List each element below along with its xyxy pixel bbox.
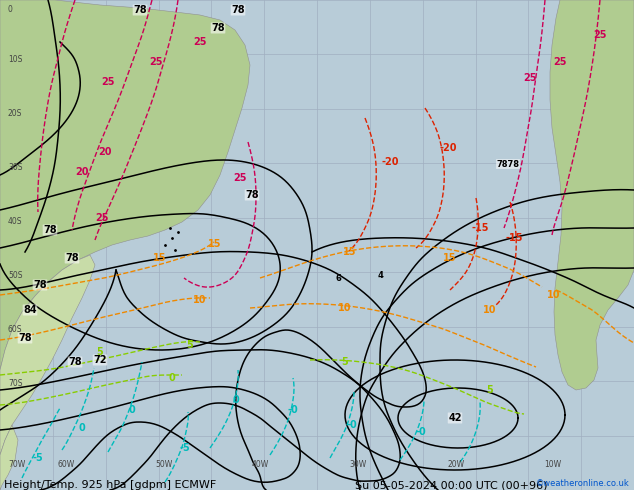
Text: 78: 78 [245,190,259,200]
Text: 15: 15 [343,247,357,257]
Text: 20W: 20W [447,460,464,469]
Text: 78: 78 [65,253,79,263]
Text: 78: 78 [231,5,245,15]
Text: 5: 5 [487,385,493,395]
Text: 0: 0 [233,395,240,405]
Text: 40W: 40W [252,460,269,469]
Text: 25: 25 [233,173,247,183]
Text: 4: 4 [377,270,383,279]
Text: 20: 20 [98,147,112,157]
Text: 30W: 30W [349,460,366,469]
Text: -20: -20 [439,143,456,153]
Text: 25: 25 [101,77,115,87]
Text: 25: 25 [523,73,537,83]
Polygon shape [0,425,18,490]
Text: 25: 25 [193,37,207,47]
Text: 42: 42 [448,413,462,423]
Text: 5: 5 [342,357,348,367]
Text: 78: 78 [68,357,82,367]
Text: -15: -15 [505,233,523,243]
Text: -15: -15 [471,223,489,233]
Text: 5: 5 [186,340,193,350]
Text: 20S: 20S [8,109,22,118]
Text: -0: -0 [288,405,299,415]
Text: -0: -0 [416,427,427,437]
Text: 10: 10 [339,303,352,313]
Text: 25: 25 [95,213,109,223]
Text: 50S: 50S [8,271,22,280]
Text: ©weatheronline.co.uk: ©weatheronline.co.uk [536,479,630,488]
Polygon shape [0,255,95,455]
Text: 25: 25 [593,30,607,40]
Text: 7878: 7878 [496,160,519,169]
Text: 25: 25 [553,57,567,67]
Text: 0: 0 [169,373,176,383]
Text: 78: 78 [43,225,57,235]
Text: 50W: 50W [155,460,172,469]
Text: -20: -20 [381,157,399,167]
Text: -5: -5 [32,453,43,463]
Polygon shape [550,0,634,390]
Text: 60S: 60S [8,325,22,334]
Text: 15: 15 [153,253,167,263]
Text: 10: 10 [483,305,497,315]
Text: 78: 78 [211,23,225,33]
Text: -0: -0 [347,420,358,430]
Text: Height/Temp. 925 hPa [gdpm] ECMWF: Height/Temp. 925 hPa [gdpm] ECMWF [4,480,216,490]
Text: 84: 84 [23,305,37,315]
Text: 25: 25 [149,57,163,67]
Text: 0: 0 [79,423,86,433]
Text: 15: 15 [208,239,222,249]
Text: 5: 5 [96,347,103,357]
Text: -5: -5 [179,443,190,453]
Text: 0: 0 [129,405,136,415]
Polygon shape [0,0,250,370]
Text: 6: 6 [335,273,341,283]
Text: 78: 78 [133,5,147,15]
Text: 70S: 70S [8,379,22,388]
Text: 70W: 70W [8,460,25,469]
Text: 10S: 10S [8,55,22,64]
Text: 15: 15 [443,253,456,263]
Text: 10: 10 [193,295,207,305]
Text: Su 05-05-2024 00:00 UTC (00+96): Su 05-05-2024 00:00 UTC (00+96) [355,480,548,490]
Text: 40S: 40S [8,217,22,226]
Text: 72: 72 [93,355,107,365]
Text: 78: 78 [33,280,47,290]
Text: 0: 0 [8,5,13,14]
Text: 60W: 60W [57,460,74,469]
Text: 10W: 10W [544,460,561,469]
Text: 30S: 30S [8,163,22,172]
Text: 20: 20 [75,167,89,177]
Text: 78: 78 [18,333,32,343]
Text: 10: 10 [547,290,560,300]
